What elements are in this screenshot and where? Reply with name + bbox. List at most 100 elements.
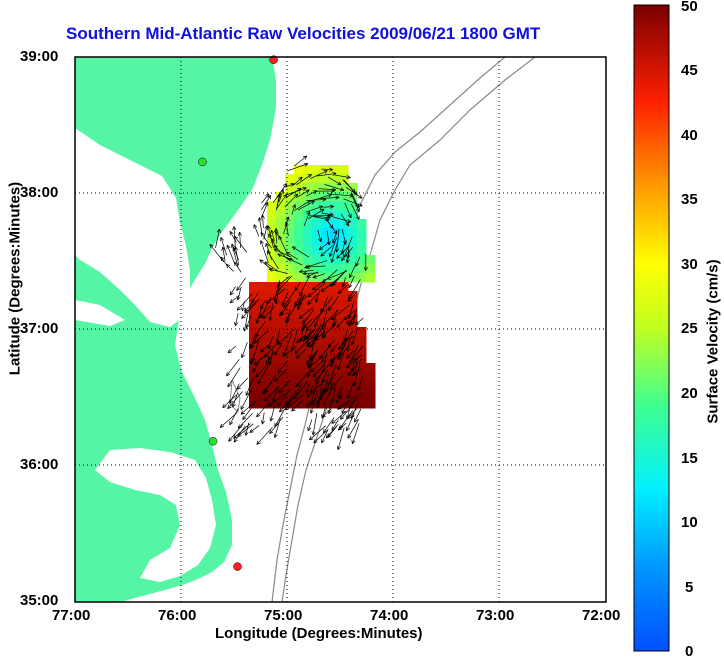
velocity-arrow-head bbox=[308, 427, 309, 431]
velocity-cell bbox=[249, 399, 259, 409]
velocity-cell bbox=[276, 210, 286, 220]
velocity-cell bbox=[348, 183, 358, 193]
lat-tick: 35:00 bbox=[20, 592, 58, 609]
lon-tick: 72:00 bbox=[582, 607, 620, 624]
lat-tick: 37:00 bbox=[20, 320, 58, 337]
velocity-cell bbox=[321, 228, 331, 238]
velocity-arrow bbox=[210, 244, 224, 262]
colorbar-tick: 35 bbox=[681, 191, 698, 208]
velocity-cell bbox=[357, 336, 367, 346]
velocity-cell bbox=[366, 273, 376, 283]
velocity-arrow bbox=[230, 409, 238, 425]
station-marker bbox=[198, 158, 206, 166]
velocity-cell bbox=[294, 363, 304, 373]
velocity-cell bbox=[366, 390, 376, 400]
velocity-cell bbox=[348, 228, 358, 238]
velocity-arrow-head bbox=[220, 237, 221, 241]
velocity-cell bbox=[294, 210, 304, 220]
velocity-arrow bbox=[352, 423, 359, 443]
velocity-cell bbox=[267, 210, 277, 220]
velocity-cell bbox=[267, 201, 277, 211]
velocity-cell bbox=[312, 228, 322, 238]
velocity-cell bbox=[285, 372, 295, 382]
colorbar-tick: 25 bbox=[681, 320, 698, 337]
colorbar-tick: 5 bbox=[685, 579, 693, 596]
velocity-cell bbox=[321, 291, 331, 301]
velocity-arrow-head bbox=[231, 244, 232, 248]
velocity-cell bbox=[258, 327, 268, 337]
velocity-cell bbox=[303, 282, 313, 292]
velocity-arrow bbox=[250, 426, 259, 433]
velocity-cell bbox=[294, 318, 304, 328]
station-marker bbox=[209, 437, 217, 445]
colorbar-label: Surface Velocity (cm/s) bbox=[705, 222, 722, 462]
velocity-cell bbox=[294, 237, 304, 247]
velocity-cell bbox=[249, 282, 259, 292]
colorbar-tick: 15 bbox=[681, 450, 698, 467]
velocity-cell bbox=[339, 300, 349, 310]
velocity-arrow bbox=[313, 413, 317, 435]
velocity-cell bbox=[294, 174, 304, 184]
velocity-cell bbox=[267, 327, 277, 337]
velocity-arrow-head bbox=[312, 431, 313, 435]
lon-tick: 75:00 bbox=[264, 607, 302, 624]
colorbar-tick: 45 bbox=[681, 62, 698, 79]
velocity-cell bbox=[357, 327, 367, 337]
velocity-arrow-head bbox=[260, 240, 261, 244]
velocity-cell bbox=[285, 381, 295, 391]
velocity-cell bbox=[366, 399, 376, 409]
colorbar-tick: 30 bbox=[681, 256, 698, 273]
velocity-cell bbox=[258, 318, 268, 328]
velocity-cell bbox=[285, 282, 295, 292]
velocity-cell bbox=[249, 381, 259, 391]
velocity-cell bbox=[303, 219, 313, 229]
velocity-arrow bbox=[237, 378, 248, 389]
velocity-cell bbox=[348, 237, 358, 247]
velocity-arrow-head bbox=[337, 446, 338, 450]
velocity-cell bbox=[321, 264, 331, 274]
velocity-cell bbox=[357, 246, 367, 256]
velocity-arrow bbox=[235, 262, 242, 272]
velocity-cell bbox=[276, 390, 286, 400]
velocity-cell bbox=[285, 228, 295, 238]
velocity-arrow-head bbox=[222, 247, 223, 251]
velocity-cell bbox=[285, 174, 295, 184]
lat-tick: 39:00 bbox=[20, 48, 58, 65]
velocity-cell bbox=[285, 336, 295, 346]
velocity-cell bbox=[267, 363, 277, 373]
velocity-arrow bbox=[309, 426, 325, 440]
velocity-cell bbox=[357, 219, 367, 229]
velocity-cell bbox=[330, 219, 340, 229]
velocity-cell bbox=[294, 309, 304, 319]
velocity-cell bbox=[357, 399, 367, 409]
velocity-arrow bbox=[226, 359, 239, 376]
velocity-cell bbox=[294, 228, 304, 238]
colorbar-tick: 40 bbox=[681, 127, 698, 144]
velocity-cell bbox=[303, 237, 313, 247]
velocity-cell bbox=[285, 237, 295, 247]
velocity-arrow bbox=[355, 409, 361, 422]
velocity-cell bbox=[294, 264, 304, 274]
colorbar bbox=[634, 5, 669, 651]
velocity-cell bbox=[276, 327, 286, 337]
velocity-cell bbox=[366, 372, 376, 382]
velocity-arrow-head bbox=[261, 420, 262, 424]
velocity-cell bbox=[339, 165, 349, 175]
velocity-cell bbox=[276, 363, 286, 373]
velocity-cell bbox=[366, 381, 376, 391]
velocity-cell bbox=[357, 390, 367, 400]
velocity-cell bbox=[276, 318, 286, 328]
velocity-cell bbox=[285, 327, 295, 337]
velocity-cell bbox=[294, 165, 304, 175]
lon-tick: 76:00 bbox=[158, 607, 196, 624]
velocity-cell bbox=[339, 372, 349, 382]
velocity-arrow-head bbox=[258, 217, 259, 221]
x-axis-label: Longitude (Degrees:Minutes) bbox=[215, 625, 423, 642]
velocity-arrow bbox=[338, 428, 344, 450]
velocity-cell bbox=[357, 237, 367, 247]
lon-tick: 73:00 bbox=[476, 607, 514, 624]
velocity-cell bbox=[285, 264, 295, 274]
velocity-cell bbox=[294, 273, 304, 283]
velocity-cell bbox=[321, 255, 331, 265]
